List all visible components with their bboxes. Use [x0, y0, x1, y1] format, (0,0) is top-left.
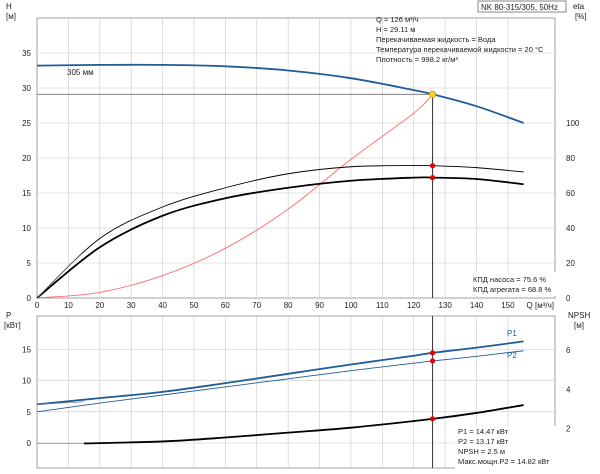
npsh-curve	[84, 404, 524, 445]
p2-curve	[36, 350, 524, 413]
info-unit-efficiency: КПД агрегата = 68.8 %	[473, 285, 551, 294]
h-tick-label: 10	[22, 224, 31, 233]
x-tick-label: 40	[158, 301, 167, 310]
p-axis-unit: [кВт]	[4, 321, 21, 330]
power-info-bg	[455, 426, 561, 470]
x-tick-label: 60	[221, 301, 230, 310]
p-axis-label: P	[6, 311, 11, 320]
h-tick-label: 20	[22, 154, 31, 163]
head-curve	[36, 63, 524, 124]
x-tick-label: 110	[376, 301, 389, 310]
p1-curve	[36, 340, 524, 406]
head-efficiency-plot: 0 10 20 30 40 50 60 70 80 90 100 110 120 130 140 150 Q […	[22, 17, 580, 310]
info-pump-efficiency: КПД насоса = 75.6 %	[473, 275, 546, 284]
info-max-power: Макс.мощн.P2 = 14.82 кВт	[458, 457, 550, 466]
npsh-axis-unit: [м]	[574, 321, 584, 330]
model-label: NK 80-315/305, 50Hz	[481, 3, 558, 12]
info-temperature: Температура перекачиваемой жидкости = 20…	[376, 45, 544, 54]
h-tick-label: 30	[22, 84, 31, 93]
x-tick-label: 100	[344, 301, 358, 310]
npsh-axis-label: NPSH	[568, 311, 590, 320]
info-npsh: NPSH = 2.5 м	[458, 447, 505, 456]
npsh-tick-label: 6	[566, 346, 571, 355]
top-left-label: H	[6, 2, 12, 11]
top-right-unit: [%]	[575, 12, 587, 21]
p-tick-label: 5	[27, 408, 32, 417]
head-curve-label: 305 мм	[67, 68, 94, 77]
x-tick-label: 90	[315, 301, 324, 310]
x-tick-label: 30	[127, 301, 136, 310]
eta-tick-label: 100	[566, 119, 580, 128]
info-liquid: Перекачиваемая жидкость = Вода	[376, 35, 496, 44]
p2-marker	[429, 358, 436, 364]
npsh-tick-label: 4	[566, 385, 571, 394]
npsh-tick-label: 2	[566, 425, 571, 434]
eta-tick-label: 20	[566, 259, 575, 268]
bottom-plot-frame	[36, 315, 556, 469]
x-tick-label: 0	[35, 301, 40, 310]
x-tick-label: 130	[438, 301, 452, 310]
p-tick-label: 10	[22, 377, 31, 386]
p1-curve-label: P1	[507, 329, 517, 338]
x-axis-label: Q [м³/ч]	[527, 301, 554, 310]
duty-point-marker	[429, 90, 437, 98]
h-tick-label: 35	[22, 49, 31, 58]
p-tick-label: 0	[27, 439, 32, 448]
x-tick-label: 120	[407, 301, 421, 310]
system-curve	[36, 93, 433, 299]
efficiency-extension-line	[36, 250, 85, 299]
eta-tick-label: 80	[566, 154, 575, 163]
h-tick-label: 0	[27, 294, 32, 303]
pump-efficiency-curve	[36, 164, 524, 299]
model-box	[477, 0, 567, 13]
p2-curve-label: P2	[507, 351, 517, 360]
power-info: P1 = 14.47 кВт P2 = 13.17 кВт NPSH = 2.5…	[455, 426, 561, 470]
top-left-unit: [м]	[6, 12, 16, 21]
x-tick-label: 70	[252, 301, 261, 310]
unit-efficiency-marker	[429, 175, 436, 181]
info-density: Плотность = 998.2 кг/м³	[376, 55, 458, 64]
p1-extension-line	[36, 401, 85, 405]
info-flow: Q = 126 м³/ч	[376, 15, 419, 24]
top-right-label: eta	[573, 2, 585, 11]
info-p2: P2 = 13.17 кВт	[458, 437, 509, 446]
x-tick-label: 50	[190, 301, 199, 310]
info-head: H = 29.11 м	[376, 25, 415, 34]
x-tick-label: 20	[95, 301, 104, 310]
x-tick-label: 140	[470, 301, 484, 310]
h-tick-label: 25	[22, 119, 31, 128]
npsh-marker	[429, 416, 436, 422]
info-top: Q = 126 м³/ч H = 29.11 м Перекачиваемая …	[376, 15, 544, 64]
eta-tick-label: 0	[566, 294, 571, 303]
unit-efficiency-curve	[36, 176, 524, 299]
power-npsh-plot: 0 5 10 15 2 4 6 P1 P2	[22, 315, 571, 469]
h-tick-label: 15	[22, 189, 31, 198]
efficiency-info-bg	[470, 272, 558, 296]
p1-marker	[429, 350, 436, 356]
pump-efficiency-marker	[429, 163, 436, 169]
eta-tick-label: 60	[566, 189, 575, 198]
h-tick-label: 5	[27, 259, 32, 268]
info-p1: P1 = 14.47 кВт	[458, 427, 509, 436]
x-tick-label: 80	[284, 301, 293, 310]
x-tick-label: 10	[64, 301, 73, 310]
p-tick-label: 15	[22, 346, 31, 355]
eta-tick-label: 40	[566, 224, 575, 233]
x-tick-label: 150	[501, 301, 515, 310]
efficiency-info: КПД насоса = 75.6 % КПД агрегата = 68.8 …	[470, 272, 558, 296]
